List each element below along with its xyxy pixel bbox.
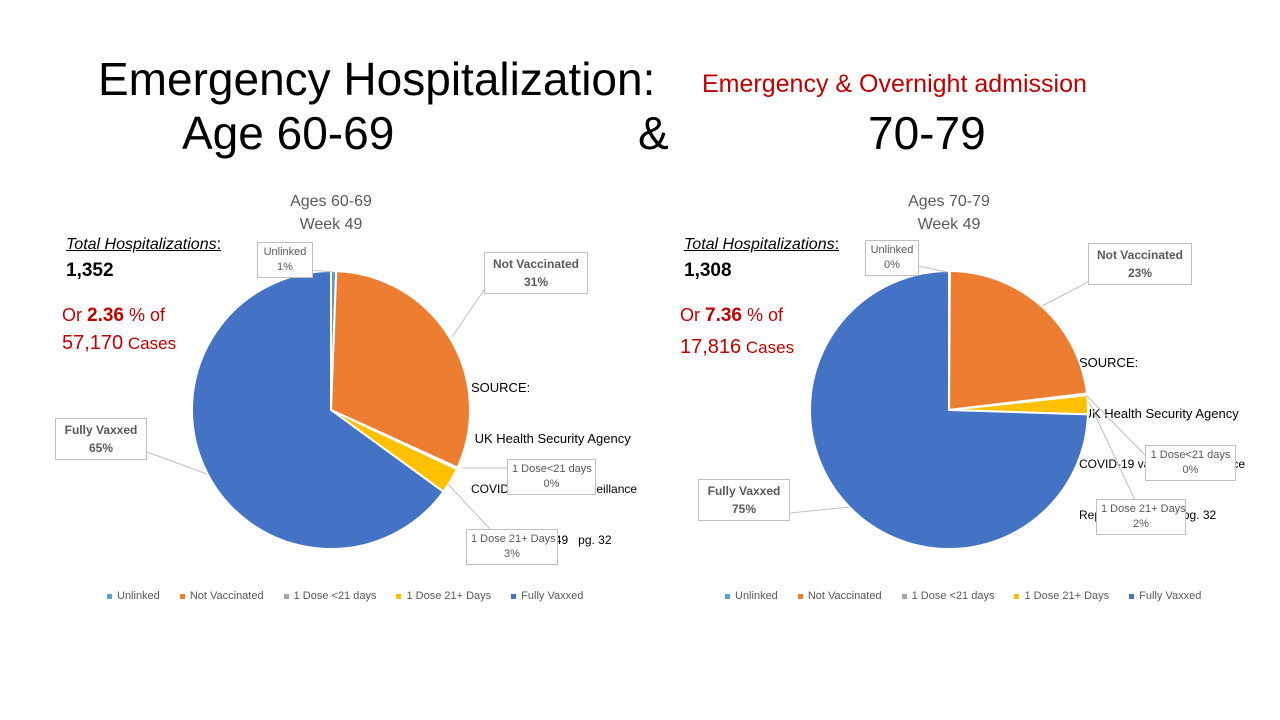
legend-right: Unlinked Not Vaccinated 1 Dose <21 days 1 D… xyxy=(725,590,1221,602)
legend-swatch xyxy=(107,593,112,599)
callout-not-vaccinated: Not Vaccinated 23% xyxy=(1088,243,1192,285)
callout-fully-vaxxed: Fully Vaxxed 65% xyxy=(55,418,147,460)
legend-label: Unlinked xyxy=(117,590,160,602)
legend-swatch xyxy=(511,593,517,599)
ampersand-heading: & xyxy=(638,107,669,159)
legend-label: Not Vaccinated xyxy=(189,590,264,602)
legend-item-unlinked: Unlinked xyxy=(725,590,778,602)
legend-item-fully-vaxxed: Fully Vaxxed xyxy=(511,590,583,602)
legend-item-1-dose-under-21: 1 Dose <21 days xyxy=(901,590,995,602)
chart-title-line1: Ages 60-69 xyxy=(290,193,372,210)
total-hospitalizations-value: 1,308 xyxy=(684,260,732,281)
age-right-heading: 70-79 xyxy=(868,107,986,159)
leader-line xyxy=(447,483,491,530)
legend-item-not-vaccinated: Not Vaccinated xyxy=(797,590,882,602)
legend-item-fully-vaxxed: Fully Vaxxed xyxy=(1129,590,1201,602)
legend-label: 1 Dose 21+ Days xyxy=(406,590,492,602)
leader-line xyxy=(917,265,948,273)
legend-label: Fully Vaxxed xyxy=(521,590,584,602)
percent-line: Or 2.36 % of xyxy=(62,305,166,326)
leader-line xyxy=(1041,281,1089,307)
legend-swatch xyxy=(1014,593,1020,599)
legend-swatch xyxy=(283,593,289,599)
callout-unlinked: Unlinked 0% xyxy=(865,240,919,276)
legend-swatch xyxy=(901,593,907,599)
callout-1-dose-21-plus: 1 Dose 21+ Days 2% xyxy=(1096,499,1186,535)
callout-1-dose-under-21: 1 Dose<21 days 0% xyxy=(1145,445,1236,481)
leader-line xyxy=(1086,395,1146,456)
callout-unlinked: Unlinked 1% xyxy=(257,242,313,278)
total-hospitalizations-label: Total Hospitalizations: xyxy=(684,236,840,253)
cases-line: 17,816 Cases xyxy=(680,336,795,358)
chart-title-right: Ages 70-79 Week 49 xyxy=(908,190,990,236)
callout-1-dose-under-21: 1 Dose<21 days 0% xyxy=(507,459,596,495)
legend-swatch xyxy=(1129,593,1135,599)
legend-item-1-dose-under-21: 1 Dose <21 days xyxy=(283,590,377,602)
percent-line: Or 7.36 % of xyxy=(680,305,784,326)
chart-title-left: Ages 60-69 Week 49 xyxy=(290,190,372,236)
legend-item-unlinked: Unlinked xyxy=(107,590,160,602)
legend-swatch xyxy=(396,593,402,599)
legend-item-not-vaccinated: Not Vaccinated xyxy=(179,590,264,602)
leader-line xyxy=(789,506,851,514)
legend-label: Not Vaccinated xyxy=(807,590,882,602)
callout-not-vaccinated: Not Vaccinated 31% xyxy=(484,252,588,294)
legend-swatch xyxy=(179,593,185,599)
legend-item-1-dose-21-plus: 1 Dose 21+ Days xyxy=(396,590,491,602)
chart-title-line1: Ages 70-79 xyxy=(908,193,990,210)
legend-label: Fully Vaxxed xyxy=(1139,590,1202,602)
legend-left: Unlinked Not Vaccinated 1 Dose <21 days 1 D… xyxy=(107,590,603,602)
page-subtitle: Emergency & Overnight admission xyxy=(702,70,1087,98)
legend-label: 1 Dose <21 days xyxy=(293,590,377,602)
callout-1-dose-21-plus: 1 Dose 21+ Days 3% xyxy=(466,529,558,565)
pie-slice-not-vaccinated xyxy=(329,270,471,469)
legend-swatch xyxy=(797,593,803,599)
legend-swatch xyxy=(725,593,730,599)
chart-title-line2: Week 49 xyxy=(917,216,981,233)
chart-title-line2: Week 49 xyxy=(299,216,363,233)
total-hospitalizations-value: 1,352 xyxy=(66,260,114,281)
pie-left xyxy=(191,269,471,550)
leader-line xyxy=(146,451,208,475)
total-hospitalizations-label: Total Hospitalizations: xyxy=(66,236,222,253)
cases-line: 57,170 Cases xyxy=(62,332,177,354)
age-left-heading: Age 60-69 xyxy=(182,107,395,159)
leader-line xyxy=(1088,401,1136,501)
legend-label: Unlinked xyxy=(735,590,778,602)
pie-slice-fully-vaxxed xyxy=(191,269,445,550)
leader-line xyxy=(451,289,485,338)
legend-label: 1 Dose 21+ Days xyxy=(1024,590,1110,602)
legend-item-1-dose-21-plus: 1 Dose 21+ Days xyxy=(1014,590,1109,602)
leader-line xyxy=(309,269,334,273)
legend-label: 1 Dose <21 days xyxy=(911,590,995,602)
pie-slice-not-vaccinated xyxy=(947,269,1089,412)
pie-right xyxy=(809,269,1089,550)
callout-fully-vaxxed: Fully Vaxxed 75% xyxy=(698,479,790,521)
leader-lines xyxy=(146,265,1146,530)
page-title: Emergency Hospitalization: xyxy=(98,53,656,105)
